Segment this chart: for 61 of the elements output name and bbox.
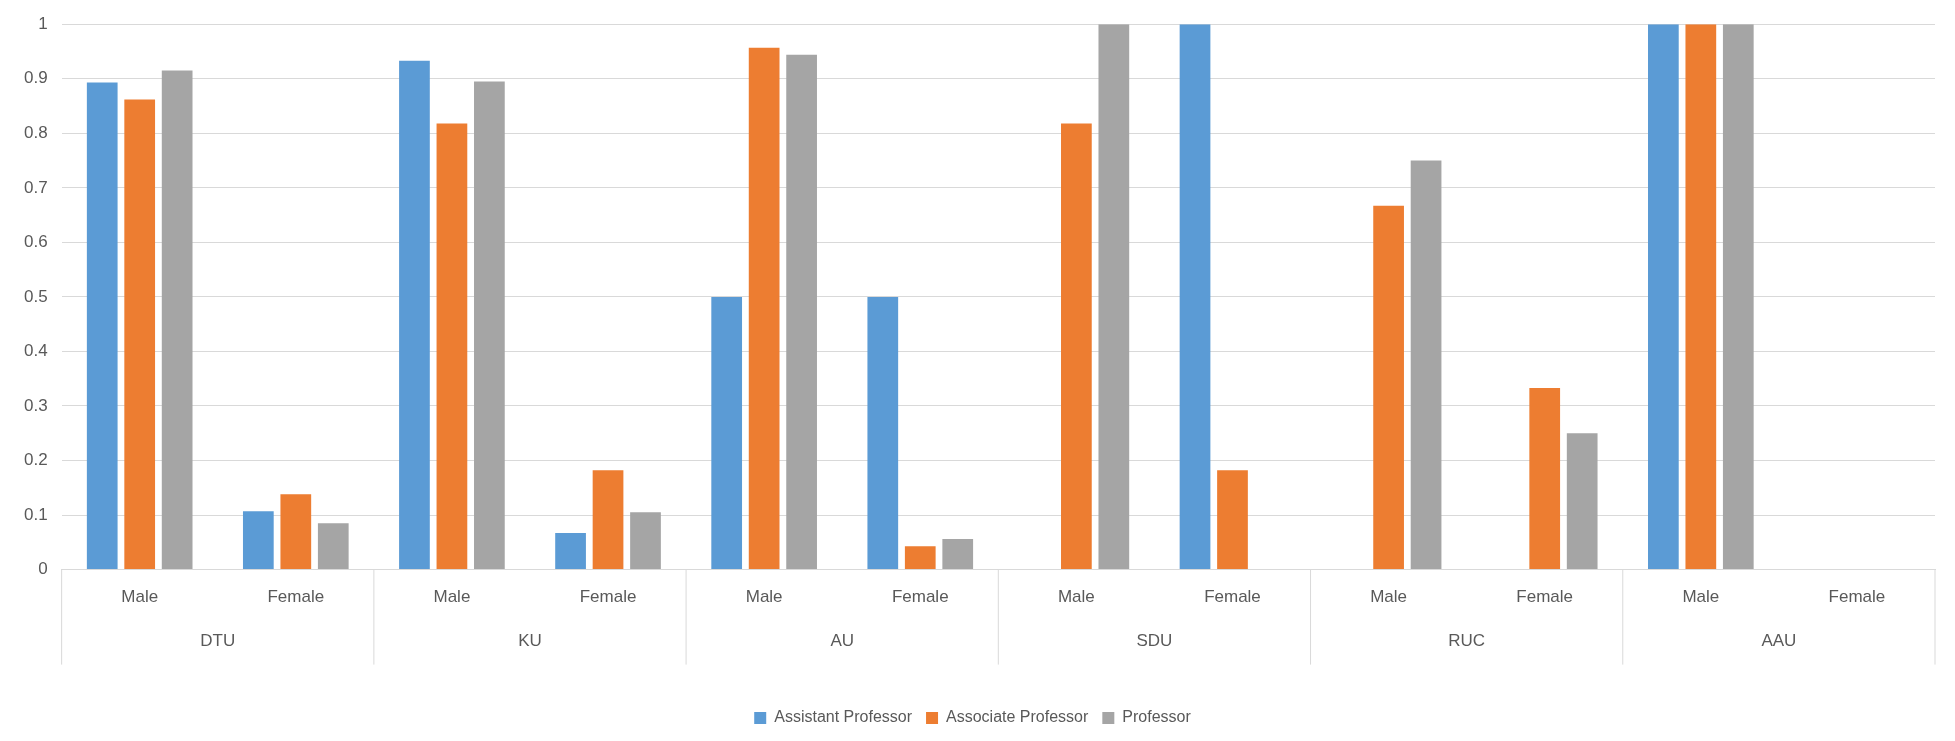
x-tick-label: Female [1828,587,1886,607]
bar [1410,160,1442,570]
x-tick-label: Male [1370,587,1408,607]
bar [786,54,817,570]
bar [867,296,899,570]
bar [1373,205,1404,570]
x-tick-label: Female [579,587,637,607]
bar [280,494,312,570]
bar [592,470,624,570]
bar [1529,387,1561,570]
y-tick-label: 0.4 [23,341,48,361]
y-tick-label: 0 [38,559,48,579]
bar [1722,24,1754,570]
bar [1179,24,1211,570]
y-tick-label: 0.2 [23,450,48,470]
x-tick-label: Male [745,587,783,607]
y-tick-label: 0.6 [23,232,48,252]
bar [161,70,193,570]
x-tick-label: Male [121,587,159,607]
y-tick-label: 0.9 [23,68,48,88]
bar [1098,24,1130,570]
text: SDU [1136,631,1173,651]
x-tick-label: Male [1057,587,1095,607]
text: AU [830,631,855,651]
bar [436,123,468,570]
bar [711,296,743,570]
x-tick-label: Female [267,587,325,607]
bar [904,546,936,570]
y-tick-label: 1 [38,13,48,33]
bar [1217,470,1248,570]
y-tick-label: 0.8 [23,122,48,142]
bar [124,99,156,570]
x-tick-label: Female [1204,587,1261,607]
bar [555,533,586,570]
x-tick-label: Female [891,587,949,607]
bar [86,82,118,570]
x-tick-label: Male [433,587,471,607]
bar [1061,123,1092,570]
x-tick-label: Female [1516,587,1574,607]
legend-label: Professor [1122,708,1192,726]
text: RUC [1448,631,1486,651]
y-tick-label: 0.7 [23,177,48,197]
text: DTU [200,631,236,651]
bar [1566,433,1598,570]
legend-label: Assistant Professor [774,708,913,726]
bar [242,511,274,570]
legend-label: Associate Professor [946,708,1089,726]
text: KU [518,631,542,651]
bar [1685,24,1717,570]
bar [748,47,780,570]
x-tick-label: Male [1682,587,1720,607]
bar [1648,24,1679,570]
y-tick-label: 0.5 [23,286,48,306]
bar [317,523,349,570]
bar [630,512,661,570]
bar [942,539,974,570]
bar [399,60,430,570]
bar [474,81,505,570]
y-tick-label: 0.3 [23,395,48,415]
y-tick-label: 0.1 [23,504,48,524]
text: AAU [1761,631,1797,651]
